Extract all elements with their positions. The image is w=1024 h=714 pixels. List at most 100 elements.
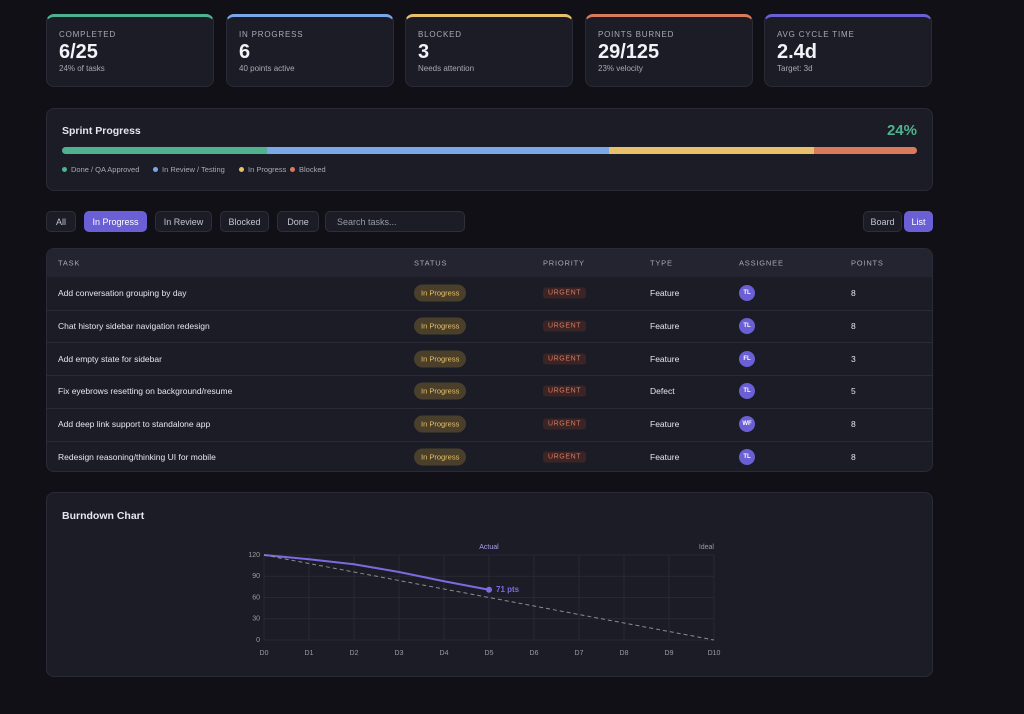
filter-button[interactable]: In Progress bbox=[84, 211, 147, 232]
row-divider bbox=[47, 407, 932, 409]
table-cell: Add conversation grouping by day bbox=[58, 288, 187, 299]
stat-value: 6/25 bbox=[59, 41, 98, 63]
stat-sub: 24% of tasks bbox=[59, 64, 105, 73]
legend-text: Done / QA Approved bbox=[71, 165, 140, 174]
stat-value: 29/125 bbox=[598, 41, 660, 63]
table-cell: Feature bbox=[650, 353, 680, 364]
table-header bbox=[47, 249, 932, 277]
priority-badge: URGENT bbox=[543, 353, 587, 365]
assignee-avatar: TL bbox=[739, 285, 755, 302]
legend-item: Blocked bbox=[290, 165, 326, 174]
filter-button[interactable]: In Review bbox=[155, 211, 212, 232]
view-toggle[interactable]: List bbox=[904, 211, 933, 232]
table-cell: 8 bbox=[851, 321, 856, 331]
view-toggle[interactable]: Board bbox=[863, 211, 902, 232]
column-header: POINTS bbox=[851, 258, 884, 268]
table-cell: 5 bbox=[851, 386, 856, 397]
progress-segment bbox=[814, 147, 917, 154]
table-cell: Feature bbox=[650, 451, 680, 462]
legend-item: In Review / Testing bbox=[153, 165, 225, 174]
status-pill: In Progress bbox=[414, 317, 467, 335]
task-table: TASK STATUS PRIORITY TYPE ASSIGNEE POINTS Add … bbox=[46, 248, 933, 472]
assignee-avatar: TL bbox=[739, 318, 755, 334]
legend-dot bbox=[290, 167, 295, 172]
stat-card: AVG CYCLE TIME 2.4d Target: 3d bbox=[764, 14, 932, 87]
table-cell: Defect bbox=[650, 386, 675, 397]
legend-dot bbox=[62, 167, 67, 172]
status-pill: In Progress bbox=[414, 382, 467, 400]
table-cell: 8 bbox=[851, 288, 856, 299]
table-cell: Fix eyebrows resetting on background/res… bbox=[58, 386, 233, 397]
filter-button[interactable]: Blocked bbox=[220, 211, 269, 232]
stat-label: BLOCKED bbox=[418, 30, 462, 39]
sprint-title: Sprint Progress bbox=[62, 125, 141, 137]
table-cell: Add deep link support to standalone app bbox=[58, 419, 211, 430]
table-cell: Add empty state for sidebar bbox=[58, 353, 162, 364]
priority-badge: URGENT bbox=[543, 320, 587, 332]
progress-segment bbox=[62, 147, 268, 154]
chart-title: Burndown Chart bbox=[62, 510, 145, 522]
stat-card: POINTS BURNED 29/125 23% velocity bbox=[585, 14, 753, 87]
stat-card: BLOCKED 3 Needs attention bbox=[405, 14, 573, 87]
priority-badge: URGENT bbox=[543, 418, 587, 430]
sprint-percent: 24% bbox=[886, 122, 917, 139]
status-pill: In Progress bbox=[414, 284, 467, 302]
column-header: ASSIGNEE bbox=[739, 258, 784, 268]
sprint-card: Sprint Progress 24% Done / QA Approved In R… bbox=[46, 108, 933, 191]
assignee-avatar: TL bbox=[739, 383, 755, 400]
column-header: PRIORITY bbox=[543, 258, 585, 268]
table-cell: Redesign reasoning/thinking UI for mobil… bbox=[58, 451, 216, 462]
table-cell: 8 bbox=[851, 419, 856, 430]
stat-card: IN PROGRESS 6 40 points active bbox=[226, 14, 394, 87]
progress-segment bbox=[267, 147, 610, 154]
assignee-avatar: TL bbox=[739, 448, 755, 465]
priority-badge: URGENT bbox=[543, 451, 587, 463]
stat-sub: Needs attention bbox=[418, 64, 475, 73]
column-header: TASK bbox=[58, 258, 81, 268]
legend-text: In Review / Testing bbox=[162, 165, 225, 174]
stat-label: AVG CYCLE TIME bbox=[777, 30, 855, 39]
search-input[interactable]: Search tasks... bbox=[325, 211, 465, 232]
progress-segment bbox=[609, 147, 815, 154]
table-cell: Chat history sidebar navigation redesign bbox=[58, 321, 210, 331]
table-cell: Feature bbox=[650, 321, 680, 331]
progress-bar bbox=[62, 147, 917, 154]
stat-value: 3 bbox=[418, 41, 430, 63]
column-header: STATUS bbox=[414, 258, 448, 268]
stat-value: 6 bbox=[239, 41, 251, 63]
assignee-avatar: FL bbox=[739, 350, 755, 367]
table-cell: Feature bbox=[650, 419, 680, 430]
assignee-avatar: WF bbox=[739, 416, 755, 433]
stat-sub: 23% velocity bbox=[598, 64, 643, 73]
legend-item: In Progress bbox=[239, 165, 286, 174]
legend-dot bbox=[153, 167, 158, 172]
row-divider bbox=[47, 309, 932, 311]
stat-value: 2.4d bbox=[777, 41, 818, 63]
priority-badge: URGENT bbox=[543, 385, 587, 397]
status-pill: In Progress bbox=[414, 415, 467, 433]
row-divider bbox=[47, 375, 932, 377]
row-divider bbox=[47, 342, 932, 344]
stat-label: IN PROGRESS bbox=[239, 30, 304, 39]
row-divider bbox=[47, 440, 932, 442]
stat-sub: 40 points active bbox=[239, 64, 295, 73]
legend-item: Done / QA Approved bbox=[62, 165, 139, 174]
filter-button[interactable]: All bbox=[46, 211, 76, 232]
burndown-card: Burndown Chart bbox=[46, 492, 933, 677]
table-cell: 3 bbox=[851, 353, 856, 364]
status-pill: In Progress bbox=[414, 448, 467, 466]
table-cell: Feature bbox=[650, 288, 680, 299]
stat-card: COMPLETED 6/25 24% of tasks bbox=[46, 14, 214, 87]
status-pill: In Progress bbox=[414, 350, 467, 368]
column-header: TYPE bbox=[650, 258, 673, 268]
priority-badge: URGENT bbox=[543, 287, 587, 299]
stat-sub: Target: 3d bbox=[777, 64, 813, 73]
table-cell: 8 bbox=[851, 451, 856, 462]
legend-text: In Progress bbox=[248, 165, 287, 174]
stat-label: COMPLETED bbox=[59, 30, 116, 39]
filter-button[interactable]: Done bbox=[277, 211, 319, 232]
legend-dot bbox=[239, 167, 244, 172]
legend-text: Blocked bbox=[299, 165, 326, 174]
stat-label: POINTS BURNED bbox=[598, 30, 675, 39]
